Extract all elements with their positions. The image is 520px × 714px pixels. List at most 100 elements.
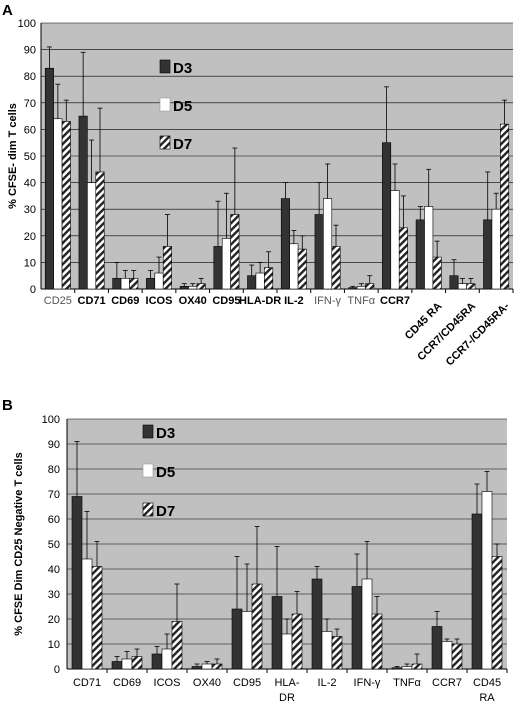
- x-category-label: CD45 RA: [473, 677, 501, 704]
- bar-d3-ox40: [179, 286, 189, 290]
- bar-d3-ox40: [191, 666, 203, 670]
- x-category-label: OX40: [193, 677, 221, 689]
- legend-label-d7: D7: [156, 503, 175, 520]
- bar-d5-il-2: [289, 243, 299, 290]
- x-category-label: CD25: [44, 295, 72, 307]
- bar-d7-ccr7-cd45ra: [466, 283, 476, 290]
- x-category-label: CD69: [111, 295, 139, 307]
- y-tick-label: 80: [48, 464, 60, 476]
- x-category-label: CCR7/CD45RA: [415, 300, 478, 363]
- bar-d7-ifn: [331, 246, 341, 290]
- x-category-label: CD71: [78, 295, 106, 307]
- legend-swatch-d3: [142, 424, 154, 439]
- x-category-label: CD95: [212, 295, 240, 307]
- legend-swatch-d5: [159, 97, 171, 112]
- bar-d5-ccr7: [441, 641, 453, 670]
- bar-d7-cd71: [95, 171, 105, 290]
- bar-d3-cd69: [111, 661, 123, 670]
- y-tick-label: 10: [48, 639, 60, 651]
- bar-d7-tnf: [365, 283, 375, 290]
- bar-d7-ifn: [371, 613, 383, 670]
- x-category-label: IFN-γ: [314, 295, 341, 307]
- bar-d7-tnf: [411, 663, 423, 670]
- x-category-label: CCR7: [432, 677, 462, 689]
- panel-a-letter: A: [2, 2, 13, 19]
- legend-swatch-d5: [142, 463, 154, 478]
- y-tick-label: 40: [48, 564, 60, 576]
- panel-b-letter: B: [2, 397, 13, 414]
- y-tick-label: 100: [18, 18, 36, 30]
- bar-d5-cd95: [221, 238, 231, 290]
- bar-d7-hla-dr: [291, 613, 303, 670]
- bar-d3-cd71: [71, 496, 83, 670]
- bar-d5-tnf: [356, 286, 366, 290]
- x-category-label: IFN-γ: [354, 677, 381, 689]
- bar-d7-cd71: [91, 566, 103, 670]
- bar-d3-cd69: [112, 278, 122, 290]
- bar-d3-ifn: [351, 586, 363, 670]
- x-category-label: CCR7: [380, 295, 410, 307]
- x-category-label: CCR7-/CD45RA-: [444, 300, 512, 368]
- bar-d5-ifn: [361, 578, 373, 670]
- bar-d5-icos: [161, 648, 173, 670]
- bar-d5-cd69: [121, 658, 133, 670]
- bar-d5-ox40: [201, 663, 213, 670]
- y-tick-label: 10: [24, 257, 36, 269]
- bar-d5-cd45-ra: [424, 206, 434, 290]
- y-tick-label: 60: [24, 124, 36, 136]
- bar-d7-ccr7: [398, 227, 408, 290]
- y-tick-label: 50: [48, 539, 60, 551]
- bar-d3-ccr7: [382, 142, 392, 290]
- bar-d5-icos: [154, 272, 164, 290]
- bar-d7-cd69: [129, 278, 139, 290]
- bar-d5-ifn: [323, 198, 333, 290]
- bar-d7-cd95: [251, 583, 263, 670]
- bar-d7-cd95: [230, 214, 240, 290]
- bar-d5-cd45-ra: [481, 491, 493, 670]
- panel-a-chart: 0 10 20 30 40 50 60 70 80 90 100 % CFSE- dim T cell…: [7, 18, 514, 368]
- y-tick-label: 30: [24, 204, 36, 216]
- bar-d7-il-2: [331, 636, 343, 670]
- legend-label-d3: D3: [173, 60, 192, 77]
- y-tick-label: 100: [42, 414, 60, 426]
- bar-d5-ccr7-cd45ra: [457, 283, 467, 290]
- bar-d7-cd25: [61, 121, 71, 290]
- legend-swatch-d3: [159, 59, 171, 74]
- y-axis-label: % CFSE Dim CD25 Negative T cells: [13, 452, 25, 635]
- x-category-label: TNFα: [393, 677, 421, 689]
- legend-swatch-d7: [159, 135, 171, 150]
- bar-d3-cd45-ra: [471, 513, 483, 670]
- bar-d7-hla-dr: [264, 267, 274, 290]
- bar-d3-ccr7-cd45ra: [449, 275, 459, 290]
- bar-d3-hla-dr: [247, 275, 257, 290]
- bar-d5-hla-dr: [255, 272, 265, 290]
- x-category-label: CD95: [233, 677, 261, 689]
- bar-d3-tnf: [348, 287, 358, 290]
- panel-b-chart: 0 10 20 30 40 50 60 70 80 90 100 % CFSE Dim CD25 Ne…: [13, 414, 508, 704]
- y-tick-label: 60: [48, 514, 60, 526]
- bar-d3-hla-dr: [271, 596, 283, 670]
- y-tick-label: 20: [24, 231, 36, 243]
- bar-d5-tnf: [401, 666, 413, 670]
- y-axis-label: % CFSE- dim T cells: [7, 103, 19, 209]
- bar-d7-ox40: [211, 663, 223, 670]
- bar-d3-tnf: [391, 667, 403, 670]
- y-tick-label: 90: [24, 45, 36, 57]
- legend-swatch-d7: [142, 502, 154, 517]
- bar-d3-ccr7: [431, 626, 443, 670]
- y-tick-label: 0: [30, 284, 36, 296]
- bar-d7-il-2: [297, 248, 307, 290]
- legend-label-d7: D7: [173, 136, 192, 153]
- y-tick-label: 70: [24, 98, 36, 110]
- y-tick-label: 90: [48, 439, 60, 451]
- bar-d7-icos: [162, 246, 172, 290]
- bar-d3-cd45-ra: [415, 219, 425, 290]
- x-category-label: CD71: [73, 677, 101, 689]
- legend-label-d3: D3: [156, 425, 175, 442]
- x-category-label: IL-2: [318, 677, 337, 689]
- bar-d5-cd71: [81, 558, 93, 670]
- bar-d3-icos: [151, 653, 163, 670]
- bar-d3-ccr7-cd45ra: [483, 219, 493, 290]
- y-tick-label: 80: [24, 71, 36, 83]
